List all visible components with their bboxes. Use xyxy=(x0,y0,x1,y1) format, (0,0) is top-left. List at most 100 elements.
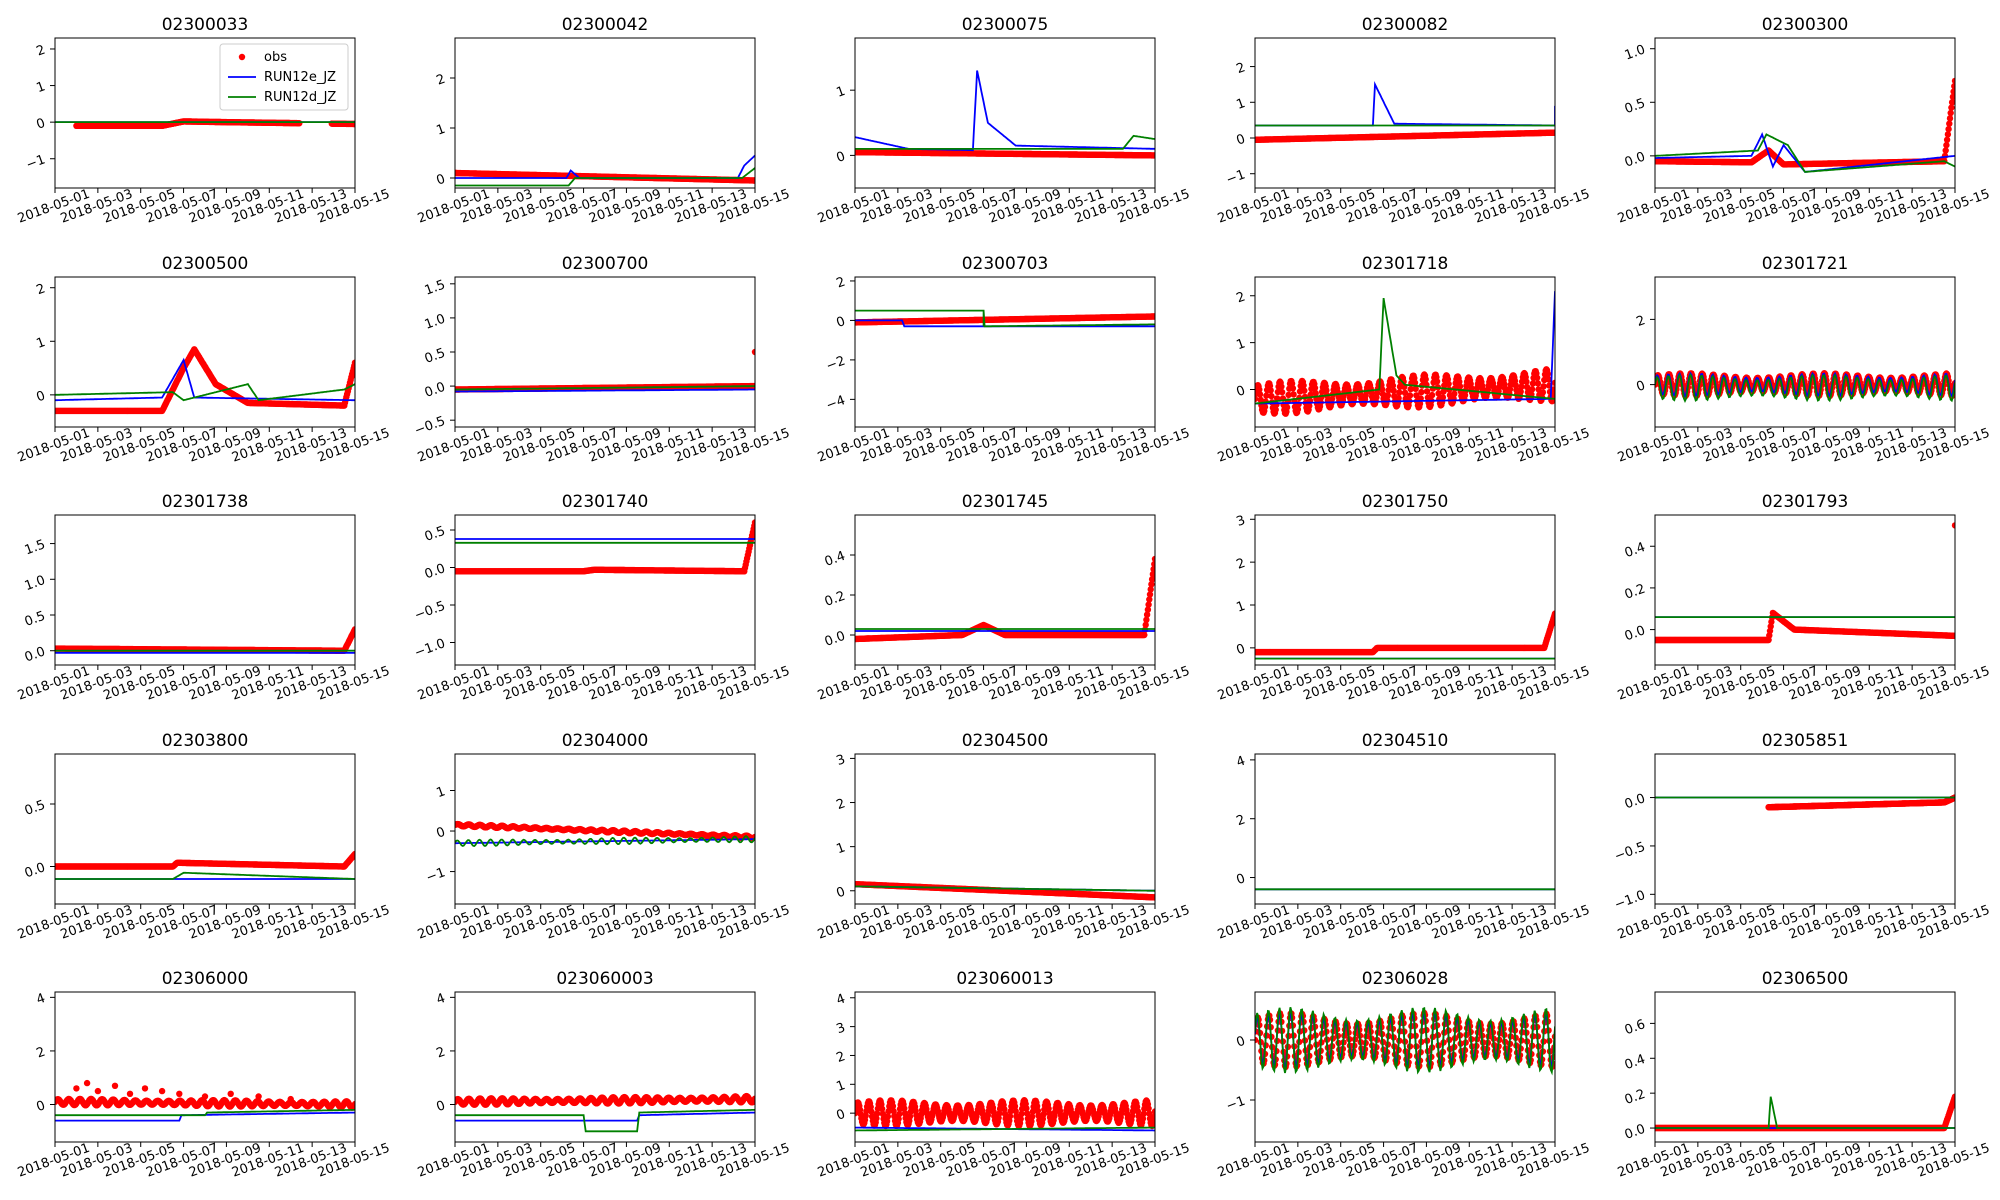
obs-point xyxy=(1395,395,1402,402)
obs-point xyxy=(1301,387,1308,394)
obs-point xyxy=(1328,395,1336,403)
panel-02301738: 023017380.00.51.01.52018-05-012018-05-03… xyxy=(16,492,392,704)
panel-02300703: 02300703−4−2022018-05-012018-05-032018-0… xyxy=(816,254,1192,466)
y-tick-label: 0.5 xyxy=(1623,96,1648,117)
y-tick-label: 1 xyxy=(34,335,47,352)
obs-point xyxy=(1256,391,1264,398)
obs-point xyxy=(1255,395,1259,403)
obs-point xyxy=(1529,380,1537,387)
obs-point xyxy=(1944,131,1952,138)
obs-point xyxy=(1523,378,1530,385)
plot-area xyxy=(1255,291,1555,417)
legend-label: RUN12e_JZ xyxy=(264,70,336,85)
y-tick-label: −1 xyxy=(24,152,47,173)
series-RUN12d_JZ xyxy=(855,309,1155,328)
obs-point xyxy=(1439,394,1447,401)
panel-02301718: 023017180122018-05-012018-05-032018-05-0… xyxy=(1216,254,1592,466)
panel-title: 02300500 xyxy=(162,254,249,274)
obs-point xyxy=(1412,385,1419,392)
obs-point xyxy=(1523,383,1531,391)
y-tick-label: 0 xyxy=(434,172,447,189)
obs-point xyxy=(1411,379,1419,386)
obs-point xyxy=(1151,152,1155,159)
y-tick-label: 0 xyxy=(34,389,47,406)
obs-point xyxy=(1312,390,1319,397)
obs-point xyxy=(1406,392,1414,399)
obs-point xyxy=(1306,402,1313,410)
series-RUN12d_JZ xyxy=(455,167,755,187)
series-obs xyxy=(855,313,1155,326)
y-tick-label: 1.5 xyxy=(423,277,448,298)
series-RUN12e_JZ xyxy=(855,70,1155,152)
obs-point xyxy=(1151,313,1155,320)
series-RUN12e_JZ xyxy=(55,357,355,402)
panel-02300075: 02300075012018-05-012018-05-032018-05-05… xyxy=(816,15,1192,227)
obs-point xyxy=(296,120,303,127)
panel-02300300: 023003000.00.51.02018-05-012018-05-03201… xyxy=(1616,15,1992,227)
y-tick-label: 1.0 xyxy=(1623,42,1648,63)
obs-point xyxy=(1951,83,1955,90)
obs-point xyxy=(1294,406,1302,413)
series-obs xyxy=(455,169,755,184)
obs-point xyxy=(1440,388,1447,395)
obs-point xyxy=(1290,391,1297,398)
obs-point xyxy=(1396,389,1403,396)
plot-area xyxy=(455,154,755,187)
panel-02300042: 023000420122018-05-012018-05-032018-05-0… xyxy=(416,15,792,227)
panel-02300082: 02300082−10122018-05-012018-05-032018-05… xyxy=(1216,15,1592,227)
obs-point xyxy=(1451,390,1458,397)
y-tick-label: 2 xyxy=(1234,60,1247,77)
obs-point xyxy=(1528,386,1536,393)
y-tick-label: 0 xyxy=(1634,378,1647,395)
y-tick-label: 2 xyxy=(1234,289,1247,306)
obs-point xyxy=(1418,388,1425,396)
series-obs xyxy=(455,519,755,575)
y-tick-label: 1 xyxy=(434,122,447,139)
obs-point xyxy=(1534,380,1542,387)
obs-point xyxy=(1544,370,1552,378)
y-tick-label: 2 xyxy=(34,281,47,298)
axes-frame xyxy=(854,37,1156,189)
plot-area xyxy=(855,70,1155,159)
obs-point xyxy=(1456,383,1464,390)
obs-point xyxy=(1268,392,1275,400)
axes-frame xyxy=(454,37,756,189)
axes-frame xyxy=(854,276,1156,428)
y-tick-label: 1 xyxy=(1234,336,1247,353)
y-tick-label: 1 xyxy=(1234,96,1247,113)
series-obs xyxy=(55,346,355,415)
panel-02300033: 02300033−10122018-05-012018-05-032018-05… xyxy=(16,15,392,227)
obs-point xyxy=(1545,376,1552,383)
obs-point xyxy=(1385,387,1392,394)
y-tick-label: 0 xyxy=(834,314,847,331)
obs-point xyxy=(1285,391,1292,399)
axes-frame xyxy=(1654,37,1956,189)
panel-title: 02301740 xyxy=(562,492,649,512)
series-RUN12d_JZ xyxy=(1655,133,1955,173)
y-tick-label: 1.0 xyxy=(23,573,48,594)
panel-title: 02301718 xyxy=(1362,254,1449,274)
obs-point xyxy=(751,177,755,184)
series-obs xyxy=(1255,366,1555,417)
panel-title: 02300075 xyxy=(962,15,1049,35)
panel-title: 02300042 xyxy=(562,15,649,35)
obs-point xyxy=(1435,390,1442,397)
obs-point xyxy=(1948,99,1955,106)
obs-point xyxy=(1257,396,1264,404)
axes-frame xyxy=(1254,276,1556,428)
series-RUN12d_JZ xyxy=(855,134,1155,150)
obs-point xyxy=(1444,376,1452,383)
axes-frame xyxy=(454,276,756,428)
plot-area xyxy=(55,346,355,415)
obs-point xyxy=(1949,93,1955,101)
plot-area xyxy=(455,348,755,393)
obs-point xyxy=(1389,382,1397,389)
obs-point xyxy=(1423,388,1431,395)
series-RUN12d_JZ xyxy=(55,383,355,402)
obs-point xyxy=(1390,387,1397,394)
obs-point xyxy=(1278,383,1285,390)
legend-label: obs xyxy=(264,50,287,65)
obs-point xyxy=(1400,378,1407,385)
obs-point xyxy=(1311,384,1319,392)
